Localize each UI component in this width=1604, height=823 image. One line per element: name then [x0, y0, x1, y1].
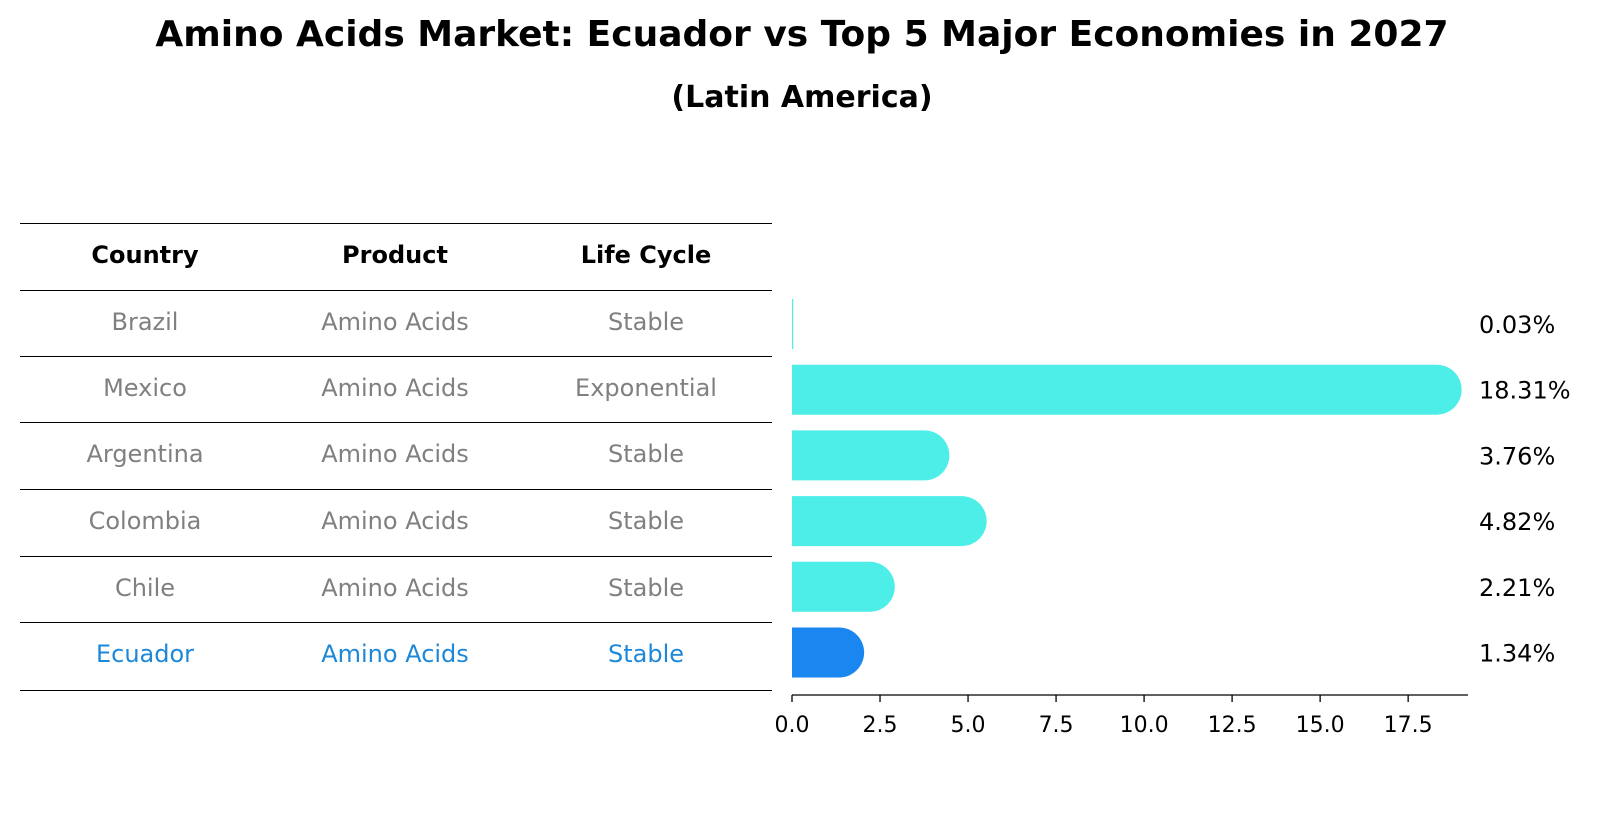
header-product: Product — [342, 241, 448, 269]
table-bottom-rule — [20, 690, 772, 691]
header-life-cycle: Life Cycle — [580, 241, 712, 269]
cell-country-highlight: Ecuador — [95, 640, 195, 668]
chart-subtitle: (Latin America) — [671, 80, 933, 115]
table-top-rule — [20, 223, 772, 224]
cell-country: Colombia — [88, 507, 202, 535]
x-tick-label: 17.5 — [1384, 713, 1433, 738]
cell-product: Amino Acids — [321, 440, 469, 468]
cell-product: Amino Acids — [321, 574, 469, 602]
cell-country: Brazil — [111, 308, 179, 336]
cell-country: Chile — [114, 574, 176, 602]
x-tick-label: 5.0 — [951, 713, 986, 738]
cell-country: Argentina — [86, 440, 204, 468]
bar-value-label: 2.21% — [1479, 574, 1555, 602]
x-tick-label: 0.0 — [775, 713, 810, 738]
cell-product-highlight: Amino Acids — [321, 640, 469, 668]
cell-life-cycle: Exponential — [575, 374, 717, 402]
table-row-divider — [20, 622, 772, 623]
bar-value-label: 4.82% — [1479, 508, 1555, 536]
bar — [792, 299, 794, 349]
bar — [792, 430, 950, 481]
cell-product: Amino Acids — [321, 374, 469, 402]
x-tick-label: 7.5 — [1039, 713, 1074, 738]
bar-value-label: 1.34% — [1479, 640, 1555, 668]
x-tick-label: 12.5 — [1208, 713, 1257, 738]
cell-product: Amino Acids — [321, 507, 469, 535]
x-tick-label: 10.0 — [1120, 713, 1169, 738]
table-row-divider — [20, 556, 772, 557]
cell-country: Mexico — [103, 374, 187, 402]
bar-value-label: 0.03% — [1479, 311, 1555, 339]
header-country: Country — [91, 241, 199, 269]
table-row-divider — [20, 489, 772, 490]
cell-product: Amino Acids — [321, 308, 469, 336]
table-row-divider — [20, 422, 772, 423]
cell-life-cycle-highlight: Stable — [607, 640, 685, 668]
bar — [792, 496, 987, 547]
cell-life-cycle: Stable — [607, 308, 685, 336]
chart-title: Amino Acids Market: Ecuador vs Top 5 Maj… — [155, 14, 1449, 55]
bar — [792, 561, 895, 612]
cell-life-cycle: Stable — [607, 507, 685, 535]
bar-value-label: 18.31% — [1479, 377, 1571, 405]
cell-life-cycle: Stable — [607, 440, 685, 468]
bar-value-label: 3.76% — [1479, 442, 1555, 470]
table-row-divider — [20, 356, 772, 357]
x-tick-label: 2.5 — [863, 713, 898, 738]
bar — [792, 364, 1462, 415]
table-header-rule — [20, 290, 772, 291]
x-tick-label: 15.0 — [1296, 713, 1345, 738]
cell-life-cycle: Stable — [607, 574, 685, 602]
bar — [792, 627, 865, 678]
